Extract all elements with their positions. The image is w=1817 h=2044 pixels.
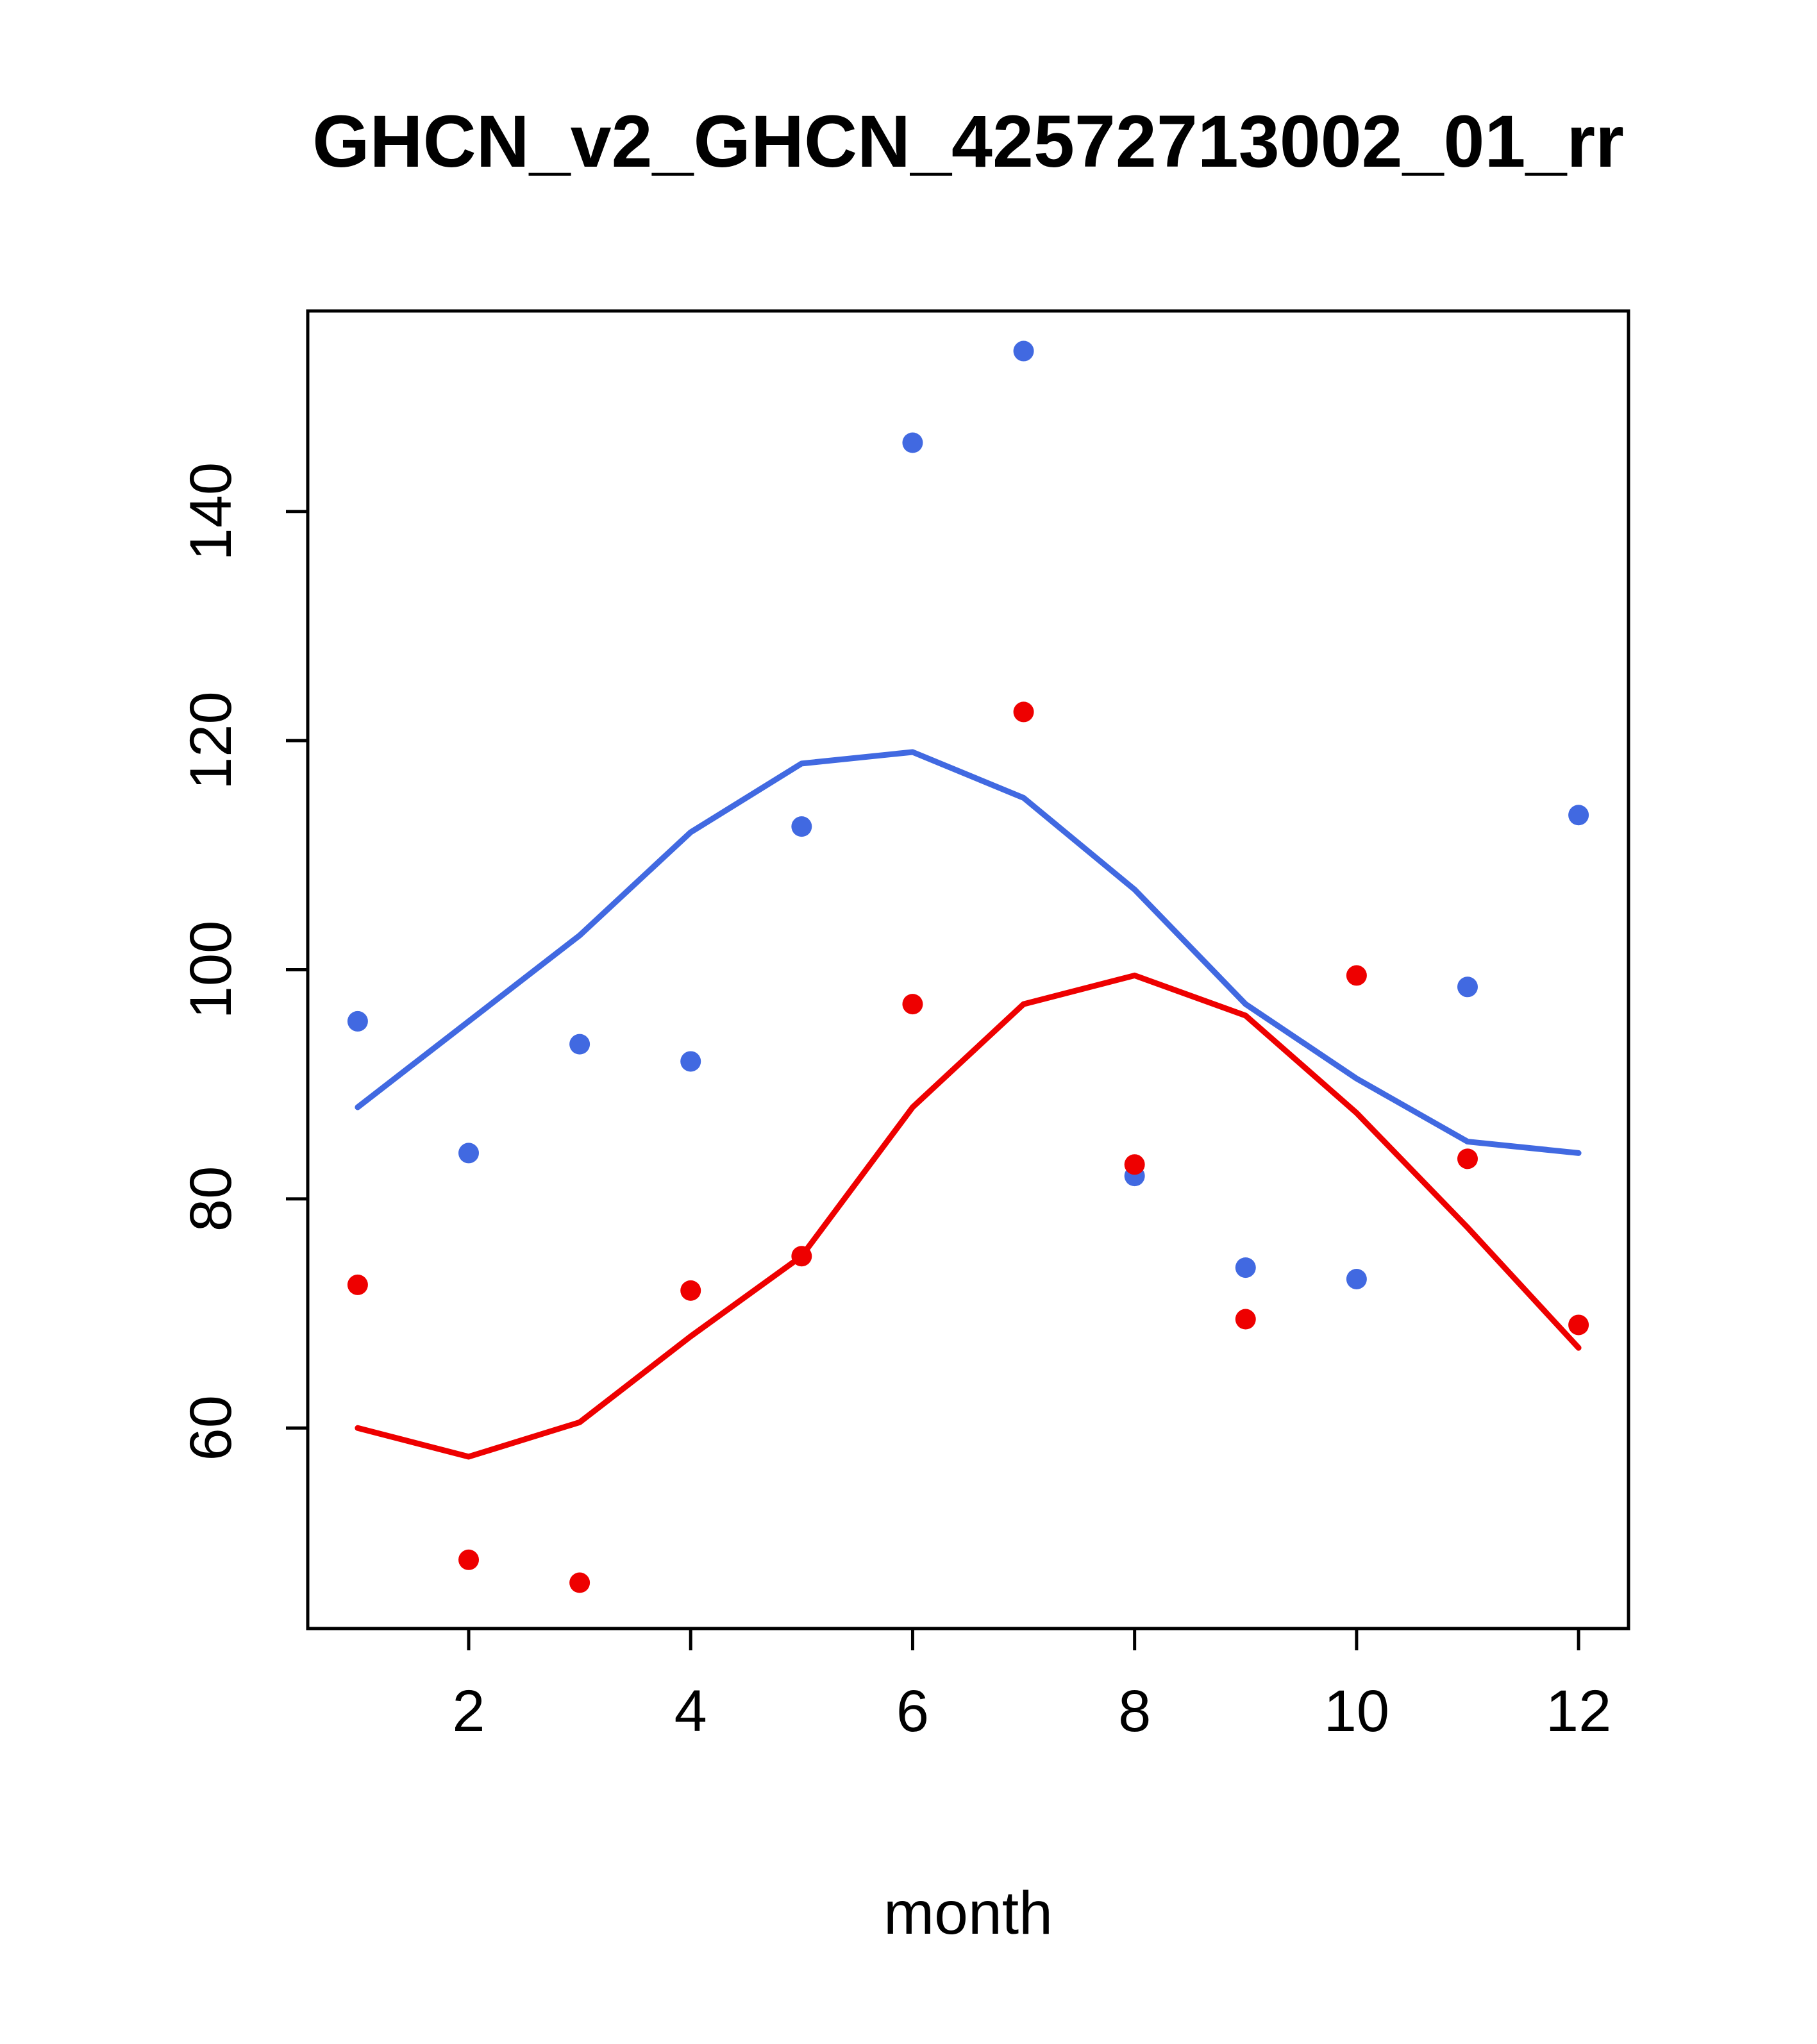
red-points-point xyxy=(458,1549,480,1570)
red-points-point xyxy=(1568,1314,1589,1336)
y-tick-label: 140 xyxy=(178,462,244,561)
x-tick-label: 2 xyxy=(452,1679,485,1744)
blue-points-point xyxy=(1457,976,1478,998)
x-tick-label: 12 xyxy=(1546,1679,1611,1744)
plot-box xyxy=(306,309,1630,1630)
x-tick-label: 10 xyxy=(1324,1679,1389,1744)
y-tick-label: 120 xyxy=(178,691,244,790)
blue-points-point xyxy=(347,1010,368,1032)
blue-points-point xyxy=(902,432,923,453)
blue-points-point xyxy=(1346,1268,1367,1289)
chart-title: GHCN_v2_GHCN_42572713002_01_rr xyxy=(312,101,1624,183)
x-tick-label: 8 xyxy=(1118,1679,1151,1744)
red-points-point xyxy=(902,994,923,1015)
red-points-point xyxy=(1235,1309,1256,1330)
x-tick-label: 4 xyxy=(674,1679,707,1744)
blue-points-point xyxy=(1235,1257,1256,1278)
x-tick-label: 6 xyxy=(896,1679,929,1744)
blue-smooth-line xyxy=(355,749,1582,1156)
blue-points-point xyxy=(791,816,812,837)
red-points-point xyxy=(680,1280,701,1301)
y-tick-label: 100 xyxy=(178,921,244,1019)
y-tick-label: 80 xyxy=(178,1166,244,1232)
red-points-point xyxy=(347,1274,368,1295)
red-points-point xyxy=(1013,701,1034,723)
red-points-point xyxy=(569,1572,590,1593)
blue-points-point xyxy=(680,1051,701,1072)
blue-points-point xyxy=(569,1034,590,1055)
red-points-point xyxy=(791,1246,812,1267)
red-points-point xyxy=(1124,1154,1145,1175)
x-axis-label: month xyxy=(883,1879,1053,1947)
y-tick-label: 60 xyxy=(178,1395,244,1461)
blue-points-point xyxy=(458,1143,480,1164)
red-points-point xyxy=(1457,1148,1478,1169)
blue-points-point xyxy=(1013,340,1034,362)
blue-points-point xyxy=(1568,805,1589,826)
red-points-point xyxy=(1346,965,1367,986)
red-smooth-line xyxy=(355,972,1582,1460)
